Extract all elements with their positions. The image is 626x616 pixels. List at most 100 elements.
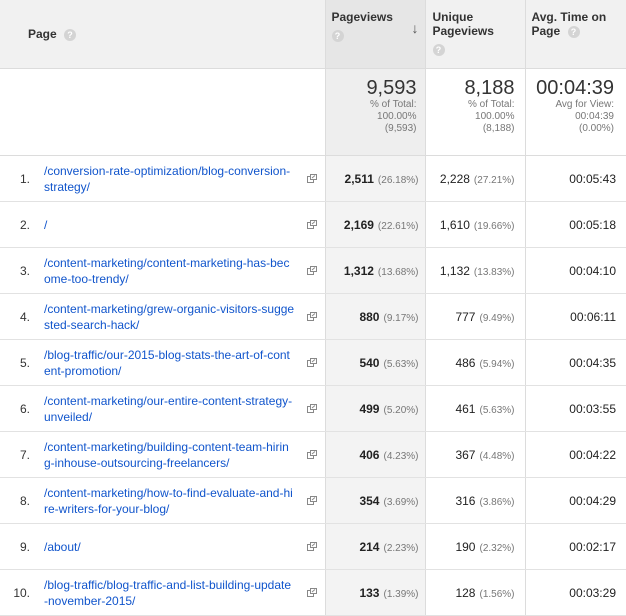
total-label: Avg for View: [555,99,614,110]
row-number: 4. [19,309,30,324]
table-row: 1. /conversion-rate-optimization/blog-co… [0,155,626,202]
total-absolute: (9,593) [384,123,417,134]
open-in-new-window-icon[interactable] [306,219,317,229]
avg-time-cell: 00:03:29 [525,569,626,616]
avg-time-cell: 00:04:29 [525,477,626,524]
table-body: 1. /conversion-rate-optimization/blog-co… [0,155,626,616]
page-link[interactable]: /content-marketing/how-to-find-evaluate-… [44,485,293,516]
col-header-avg-time-line1: Avg. Time on [531,10,607,24]
page-link[interactable]: /about/ [44,539,81,554]
pageviews-cell: 499 (5.20%) [325,385,426,432]
pageviews-cell: 406 (4.23%) [325,431,426,478]
unique-pageviews-percent: (1.56%) [479,588,515,600]
col-header-page[interactable]: Page ? [0,0,326,69]
open-in-new-window-icon[interactable] [306,173,317,183]
col-header-pageviews[interactable]: Pageviews ? ↓ [325,0,426,69]
total-percent: 100.00% [475,111,515,122]
table-row: 2. / 2,169 (22.61%) 1,610 (19.66%) 00:05:1… [0,201,626,248]
pageviews-value: 499 [359,401,380,416]
page-link[interactable]: /blog-traffic/blog-traffic-and-list-buil… [44,577,292,608]
page-link[interactable]: /blog-traffic/our-2015-blog-stats-the-ar… [44,347,290,378]
avg-time-cell: 00:03:55 [525,385,626,432]
pageviews-cell: 133 (1.39%) [325,569,426,616]
unique-pageviews-value: 777 [455,309,476,324]
row-number: 5. [19,355,30,370]
pageviews-value: 540 [359,355,380,370]
unique-pageviews-cell: 461 (5.63%) [425,385,526,432]
avg-time-value: 00:03:29 [569,585,616,600]
pageviews-percent: (26.18%) [377,174,419,186]
unique-pageviews-cell: 777 (9.49%) [425,293,526,340]
unique-pageviews-cell: 316 (3.86%) [425,477,526,524]
help-icon[interactable]: ? [331,29,344,42]
totals-blank [0,68,326,156]
table-header: Page ? Pageviews ? ↓ Unique Pageviews ? … [0,0,626,69]
total-percent: 100.00% [377,111,417,122]
pageviews-value: 214 [359,539,380,554]
total-label: % of Total: [467,99,515,110]
help-icon[interactable]: ? [567,25,580,38]
pageviews-cell: 2,169 (22.61%) [325,201,426,248]
page-link[interactable]: /content-marketing/building-content-team… [44,439,289,470]
unique-pageviews-percent: (9.49%) [479,312,515,324]
unique-pageviews-cell: 190 (2.32%) [425,523,526,570]
unique-pageviews-value: 128 [455,585,476,600]
totals-row: 9,593 % of Total: 100.00% (9,593) 8,188 … [0,68,626,156]
avg-time-value: 00:05:43 [569,171,616,186]
table-row: 3. /content-marketing/content-marketing-… [0,247,626,294]
page-link[interactable]: / [44,217,48,232]
open-in-new-window-icon[interactable] [306,403,317,413]
pageviews-cell: 354 (3.69%) [325,477,426,524]
total-absolute: (8,188) [482,123,515,134]
open-in-new-window-icon[interactable] [306,265,317,275]
pageviews-cell: 214 (2.23%) [325,523,426,570]
table-row: 5. /blog-traffic/our-2015-blog-stats-the… [0,339,626,386]
total-value: 9,593 [366,77,417,99]
pageviews-value: 406 [359,447,380,462]
unique-pageviews-value: 190 [455,539,476,554]
page-link[interactable]: /content-marketing/our-entire-content-st… [44,393,293,424]
col-header-unique-line2: Pageviews [432,24,494,38]
unique-pageviews-percent: (19.66%) [473,220,515,232]
open-in-new-window-icon[interactable] [306,495,317,505]
pageviews-percent: (13.68%) [377,266,419,278]
totals-pageviews: 9,593 % of Total: 100.00% (9,593) [325,68,426,156]
page-cell: 4. /content-marketing/grew-organic-visit… [0,293,326,340]
pageviews-percent: (2.23%) [383,542,419,554]
unique-pageviews-percent: (13.83%) [473,266,515,278]
pageviews-percent: (9.17%) [383,312,419,324]
open-in-new-window-icon[interactable] [306,587,317,597]
open-in-new-window-icon[interactable] [306,541,317,551]
page-cell: 9. /about/ [0,523,326,570]
open-in-new-window-icon[interactable] [306,357,317,367]
sort-descending-icon[interactable]: ↓ [411,20,419,36]
total-absolute: (0.00%) [578,123,614,134]
help-icon[interactable]: ? [64,28,77,41]
avg-time-value: 00:06:11 [570,309,616,324]
pageviews-value: 354 [359,493,380,508]
page-link[interactable]: /content-marketing/content-marketing-has… [44,255,290,286]
avg-time-value: 00:04:35 [569,355,616,370]
row-number: 10. [13,585,30,600]
unique-pageviews-value: 367 [455,447,476,462]
pageviews-value: 1,312 [343,263,374,278]
pageviews-value: 2,511 [344,171,374,186]
open-in-new-window-icon[interactable] [306,311,317,321]
page-link[interactable]: /conversion-rate-optimization/blog-conve… [44,163,291,194]
table-row: 6. /content-marketing/our-entire-content… [0,385,626,432]
help-icon[interactable]: ? [432,43,445,56]
col-header-avg-time[interactable]: Avg. Time on Page ? [525,0,626,69]
table-row: 7. /content-marketing/building-content-t… [0,431,626,478]
page-cell: 1. /conversion-rate-optimization/blog-co… [0,155,326,202]
avg-time-value: 00:04:29 [569,493,616,508]
unique-pageviews-cell: 367 (4.48%) [425,431,526,478]
col-header-unique-pageviews[interactable]: Unique Pageviews ? [425,0,526,69]
page-link[interactable]: /content-marketing/grew-organic-visitors… [44,301,295,332]
unique-pageviews-cell: 486 (5.94%) [425,339,526,386]
unique-pageviews-percent: (4.48%) [479,450,515,462]
pageviews-cell: 1,312 (13.68%) [325,247,426,294]
unique-pageviews-value: 1,132 [439,263,470,278]
open-in-new-window-icon[interactable] [306,449,317,459]
unique-pageviews-value: 316 [455,493,476,508]
unique-pageviews-percent: (2.32%) [479,542,515,554]
